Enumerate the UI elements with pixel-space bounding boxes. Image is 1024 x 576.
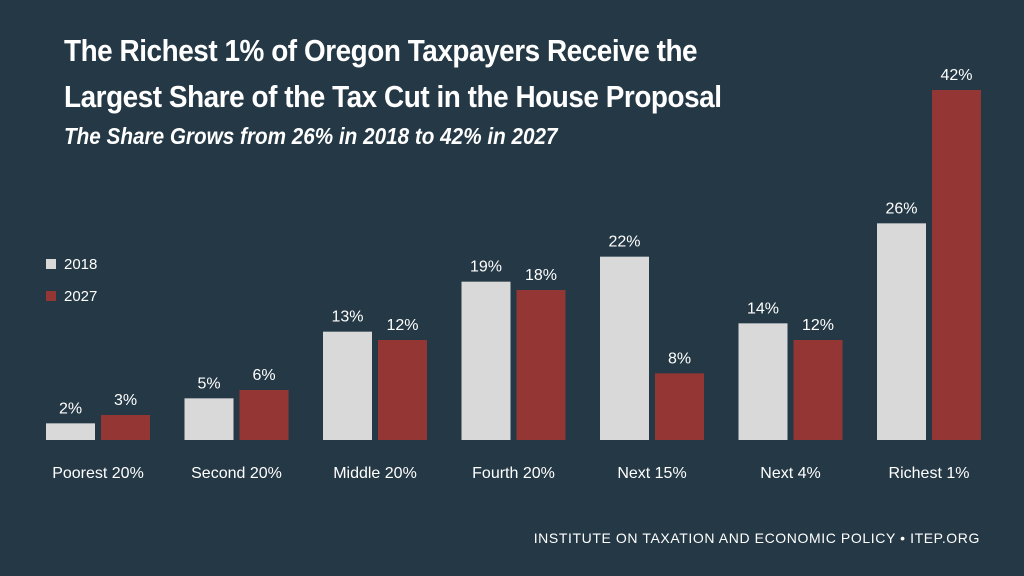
data-label-poorest-20-2027: 3% (114, 392, 137, 409)
bar-next-15-2027 (655, 373, 704, 440)
bar-richest-1-2027 (932, 90, 981, 440)
data-label-fourth-20-2027: 18% (525, 267, 557, 284)
data-label-richest-1-2027: 42% (940, 67, 972, 84)
legend-item-2027: 2027 (46, 280, 97, 312)
legend-item-2018: 2018 (46, 248, 97, 280)
category-label-second-20: Second 20% (191, 465, 282, 482)
category-label-middle-20: Middle 20% (333, 465, 417, 482)
data-label-next-15-2018: 22% (608, 234, 640, 251)
chart-title: The Richest 1% of Oregon Taxpayers Recei… (64, 33, 722, 114)
category-label-richest-1: Richest 1% (889, 465, 970, 482)
bar-next-4-2018 (738, 323, 788, 440)
bar-second-20-2018 (184, 398, 234, 440)
data-label-second-20-2027: 6% (252, 367, 275, 384)
data-label-richest-1-2018: 26% (885, 200, 917, 217)
bar-next-4-2027 (793, 340, 843, 440)
legend-swatch-2018 (46, 259, 56, 269)
bar-fourth-20-2018 (461, 281, 511, 440)
category-label-poorest-20: Poorest 20% (52, 465, 144, 482)
legend: 2018 2027 (46, 248, 97, 312)
category-label-fourth-20: Fourth 20% (472, 465, 555, 482)
bar-next-15-2018 (600, 256, 649, 440)
legend-label-2018: 2018 (64, 255, 98, 273)
legend-swatch-2027 (46, 291, 56, 301)
bar-middle-20-2027 (378, 340, 427, 440)
bar-second-20-2027 (239, 390, 289, 440)
data-label-second-20-2018: 5% (197, 375, 220, 392)
bar-richest-1-2018 (877, 223, 926, 440)
chart-subtitle: The Share Grows from 26% in 2018 to 42% … (64, 123, 558, 149)
data-label-next-15-2027: 8% (668, 350, 691, 367)
bar-middle-20-2018 (323, 331, 372, 440)
source-credit: INSTITUTE ON TAXATION AND ECONOMIC POLIC… (533, 530, 980, 546)
bar-fourth-20-2027 (516, 290, 566, 440)
bar-poorest-20-2018 (46, 423, 95, 440)
data-label-fourth-20-2018: 19% (470, 259, 502, 276)
legend-label-2027: 2027 (64, 287, 98, 305)
category-label-next-15: Next 15% (617, 465, 686, 482)
data-label-next-4-2018: 14% (747, 300, 779, 317)
data-label-next-4-2027: 12% (802, 317, 834, 334)
category-label-next-4: Next 4% (760, 465, 820, 482)
bar-poorest-20-2027 (101, 415, 150, 440)
data-label-middle-20-2027: 12% (386, 317, 418, 334)
data-label-poorest-20-2018: 2% (59, 400, 82, 417)
data-label-middle-20-2018: 13% (331, 309, 363, 326)
